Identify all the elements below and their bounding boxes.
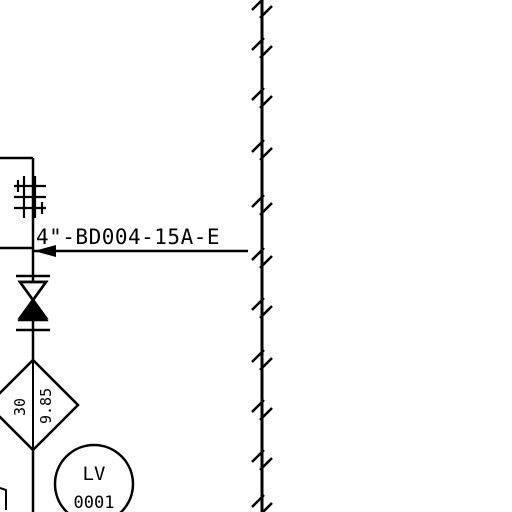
line-break-slash <box>259 305 273 319</box>
line-break-slash <box>251 87 265 101</box>
instrument-tag-number: 0001 <box>74 493 115 512</box>
line-break-slash <box>251 399 265 413</box>
line-break-slash <box>259 457 273 471</box>
diamond-bottom-value: 9.85 <box>37 388 55 424</box>
line-break-slash <box>261 502 273 512</box>
line-break-slash <box>251 349 265 363</box>
line-break-slash <box>251 194 265 208</box>
line-break-slash <box>259 95 273 109</box>
line-break-slash <box>251 449 265 463</box>
signal-line-break-icons <box>251 0 273 512</box>
flow-arrow-icon <box>34 245 56 257</box>
line-break-slash <box>259 202 273 216</box>
line-number-label: 4"-BD004-15A-E <box>36 225 220 249</box>
line-break-slash <box>251 0 264 11</box>
line-break-slash <box>259 255 273 269</box>
line-break-slash <box>259 147 273 161</box>
line-break-slash <box>259 357 273 371</box>
partial-symbol <box>0 487 7 510</box>
line-break-slash <box>259 407 273 421</box>
diamond-top-value: 30 <box>11 398 29 416</box>
instrument-bubble: LV 0001 <box>53 443 135 512</box>
line-break-slash <box>259 5 273 19</box>
equipment-box <box>0 156 35 250</box>
interlock-diamond: 30 9.85 <box>0 358 80 452</box>
line-break-slash <box>251 297 265 311</box>
line-break-slash <box>251 247 265 261</box>
line-break-slash <box>251 139 265 153</box>
line-break-slash <box>251 494 265 508</box>
gate-valve-icon <box>16 274 50 332</box>
line-break-slash <box>259 45 273 59</box>
line-break-slash <box>251 37 265 51</box>
instrument-tag-type: LV <box>83 463 106 485</box>
hash-symbol-icon <box>14 176 46 218</box>
